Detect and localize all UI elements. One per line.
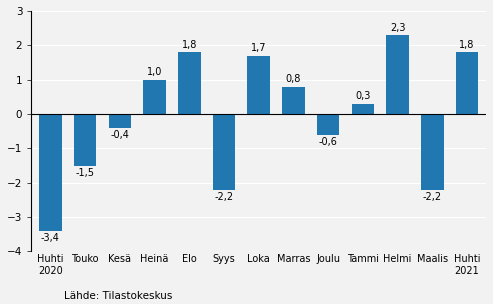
Bar (247, 56, 270, 114)
Text: -0,4: -0,4 (110, 130, 129, 140)
Text: 1,0: 1,0 (147, 67, 162, 77)
Text: 1,8: 1,8 (181, 40, 197, 50)
Bar (282, 87, 305, 114)
Bar (386, 35, 409, 114)
Text: -3,4: -3,4 (41, 233, 60, 243)
Text: Lähde: Tilastokeskus: Lähde: Tilastokeskus (64, 291, 173, 301)
Bar (178, 52, 201, 114)
Text: 2,3: 2,3 (390, 22, 405, 33)
Bar (74, 114, 97, 165)
Text: -1,5: -1,5 (75, 168, 95, 178)
Text: -2,2: -2,2 (214, 192, 234, 202)
Text: 0,3: 0,3 (355, 91, 371, 101)
Text: 0,8: 0,8 (286, 74, 301, 84)
Bar (143, 80, 166, 114)
Bar (108, 114, 131, 128)
Bar (39, 114, 62, 231)
Bar (456, 52, 478, 114)
Bar (421, 114, 444, 190)
Bar (317, 114, 339, 135)
Text: -2,2: -2,2 (423, 192, 442, 202)
Text: -0,6: -0,6 (318, 137, 338, 147)
Text: 1,7: 1,7 (251, 43, 266, 53)
Bar (212, 114, 235, 190)
Bar (352, 104, 374, 114)
Text: 1,8: 1,8 (459, 40, 475, 50)
